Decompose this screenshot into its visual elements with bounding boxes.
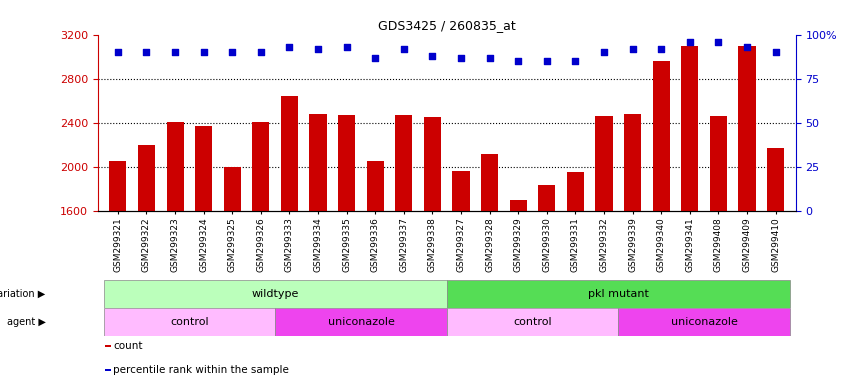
Bar [567,172,584,212]
Text: uniconazole: uniconazole [328,317,394,327]
Point [454,55,468,61]
Bar [105,369,111,371]
Text: wildtype: wildtype [252,289,299,299]
Point [197,49,210,55]
Bar [367,161,384,212]
Bar [109,161,127,212]
Bar [167,122,184,212]
Bar [710,116,727,212]
Bar [138,145,155,212]
Point [740,44,754,50]
Bar [619,308,790,336]
Text: count: count [113,341,143,351]
Bar [539,185,556,212]
Point [568,58,582,64]
Bar [653,61,670,212]
Bar [275,308,447,336]
Point [283,44,296,50]
Point [483,55,496,61]
Point [226,49,239,55]
Bar [447,280,790,308]
Point [368,55,382,61]
Text: percentile rank within the sample: percentile rank within the sample [113,365,289,375]
Bar [104,280,447,308]
Point [168,49,182,55]
Bar [596,116,613,212]
Text: control: control [170,317,208,327]
Point [711,38,725,45]
Bar [224,167,241,212]
Text: uniconazole: uniconazole [671,317,738,327]
Bar [310,114,327,212]
Point [511,58,525,64]
Bar [447,308,619,336]
Point [540,58,554,64]
Point [254,49,268,55]
Point [683,38,697,45]
Bar [624,114,642,212]
Point [111,49,125,55]
Text: agent ▶: agent ▶ [7,317,46,327]
Point [426,53,439,59]
Text: control: control [513,317,552,327]
Point [397,46,411,52]
Bar [682,46,699,212]
Point [654,46,668,52]
Bar [396,115,413,212]
Bar [338,115,355,212]
Bar [767,149,785,212]
Point [140,49,153,55]
Bar [424,118,441,212]
Bar [105,346,111,347]
Bar [252,122,270,212]
Bar [104,308,275,336]
Point [311,46,325,52]
Bar [510,200,527,212]
Point [340,44,353,50]
Bar [281,96,298,212]
Bar [739,46,756,212]
Bar [481,154,498,212]
Bar [195,126,212,212]
Point [768,49,782,55]
Bar [453,170,470,212]
Text: pkl mutant: pkl mutant [588,289,648,299]
Point [597,49,611,55]
Text: genotype/variation ▶: genotype/variation ▶ [0,289,46,299]
Title: GDS3425 / 260835_at: GDS3425 / 260835_at [378,19,516,32]
Point [625,46,639,52]
